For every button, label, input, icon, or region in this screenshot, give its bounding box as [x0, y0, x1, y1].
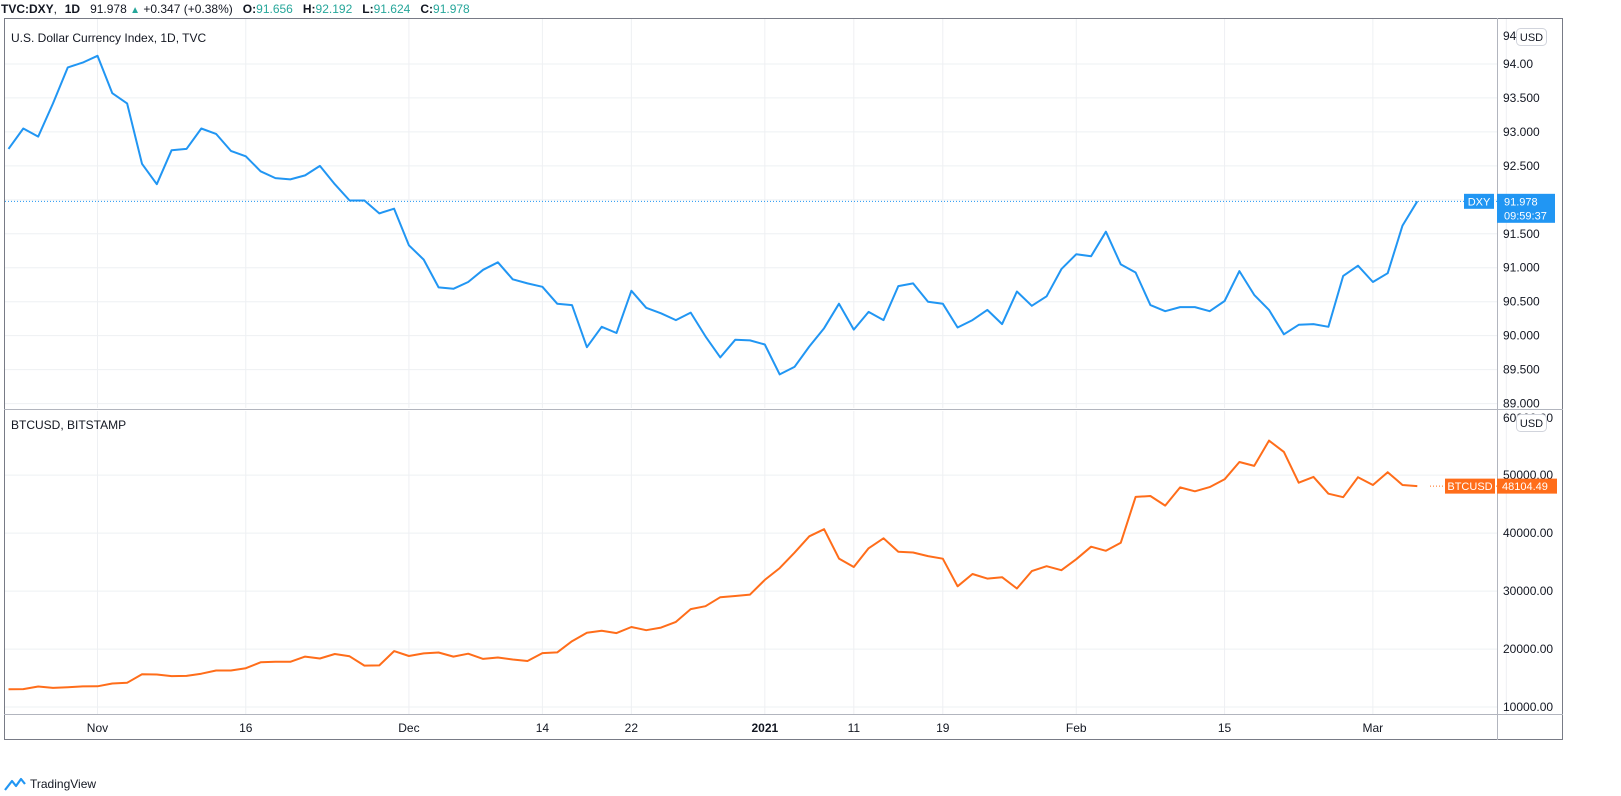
- x-tick-label: Nov: [87, 721, 108, 735]
- y-tick-label: 10000.00: [1503, 700, 1553, 714]
- last-price: 91.978: [90, 2, 127, 16]
- x-tick-label: 14: [536, 721, 550, 735]
- last-price-label: 48104.49: [1502, 481, 1548, 493]
- x-tick-label: 16: [239, 721, 253, 735]
- chart-frame: [4, 18, 1563, 740]
- open-label: O:: [242, 2, 257, 16]
- pane-title: BTCUSD, BITSTAMP: [11, 418, 126, 432]
- y-tick-label: 94.00: [1503, 57, 1533, 71]
- last-price-tag: [1497, 193, 1555, 223]
- last-price-label: 91.978: [1504, 196, 1538, 208]
- y-tick-label: 91.000: [1503, 261, 1540, 275]
- y-tick-label: 90.500: [1503, 295, 1540, 309]
- low-value: 91.624: [373, 2, 411, 16]
- dxy-series-line: [7, 54, 1419, 376]
- interval-label[interactable]: 1D: [64, 2, 81, 16]
- pane-title: U.S. Dollar Currency Index, 1D, TVC: [11, 31, 207, 45]
- footer-brand[interactable]: TradingView: [4, 776, 96, 792]
- x-tick-label: Feb: [1066, 721, 1087, 735]
- x-tick-label: 19: [936, 721, 950, 735]
- series-name-label: DXY: [1468, 196, 1491, 208]
- x-tick-label: 15: [1218, 721, 1232, 735]
- x-tick-label: 11: [848, 721, 861, 735]
- close-value: 91.978: [433, 2, 470, 16]
- y-tick-label: 89.500: [1503, 363, 1540, 377]
- high-label: H:: [302, 2, 316, 16]
- series-name-tag: [1445, 478, 1495, 494]
- btcusd-pane: 50000.0040000.0030000.0020000.0010000.00…: [5, 411, 1557, 714]
- low-label: L:: [362, 2, 374, 16]
- currency-button[interactable]: USD: [1516, 28, 1547, 46]
- symbol-header: TVC:DXY, 1D 91.978 ▲ +0.347 (+0.38%) O:9…: [0, 0, 1621, 18]
- series-name-label: BTCUSD: [1447, 481, 1492, 493]
- open-value: 91.656: [256, 2, 293, 16]
- y-tick-label: 40000.00: [1503, 526, 1553, 540]
- x-tick-label: Mar: [1363, 721, 1384, 735]
- dxy-pane: 94.0093.50093.00092.50092.00091.50091.00…: [5, 28, 1555, 411]
- last-price-tag: [1497, 478, 1557, 494]
- currency-label: USD: [1520, 418, 1543, 430]
- y-tick-label: 20000.00: [1503, 642, 1553, 656]
- x-tick-label: 2021: [751, 721, 778, 735]
- currency-button[interactable]: USD: [1516, 414, 1547, 432]
- up-arrow-icon: ▲: [130, 5, 141, 16]
- price-change: +0.347 (+0.38%): [143, 2, 233, 16]
- currency-button-bg: [1516, 414, 1547, 432]
- y-tick-label: 90.000: [1503, 329, 1540, 343]
- tradingview-logo-icon: [4, 777, 26, 791]
- y-tick-label: 93.500: [1503, 91, 1540, 105]
- bar-countdown-label: 09:59:37: [1504, 210, 1547, 222]
- currency-button-bg: [1516, 28, 1547, 46]
- btcusd-series-line: [8, 439, 1418, 691]
- y-tick-label: 93.000: [1503, 125, 1540, 139]
- currency-label: USD: [1520, 32, 1543, 44]
- brand-label: TradingView: [30, 777, 97, 791]
- series-name-tag: [1464, 193, 1494, 209]
- y-tick-label: 91.500: [1503, 227, 1540, 241]
- x-tick-label: 22: [625, 721, 639, 735]
- x-tick-label: Dec: [398, 721, 419, 735]
- close-label: C:: [420, 2, 434, 16]
- high-value: 92.192: [315, 2, 353, 16]
- y-tick-label: 92.500: [1503, 159, 1540, 173]
- y-tick-label: 89.000: [1503, 397, 1540, 411]
- symbol-name[interactable]: TVC:DXY: [1, 2, 54, 16]
- y-tick-label: 30000.00: [1503, 584, 1553, 598]
